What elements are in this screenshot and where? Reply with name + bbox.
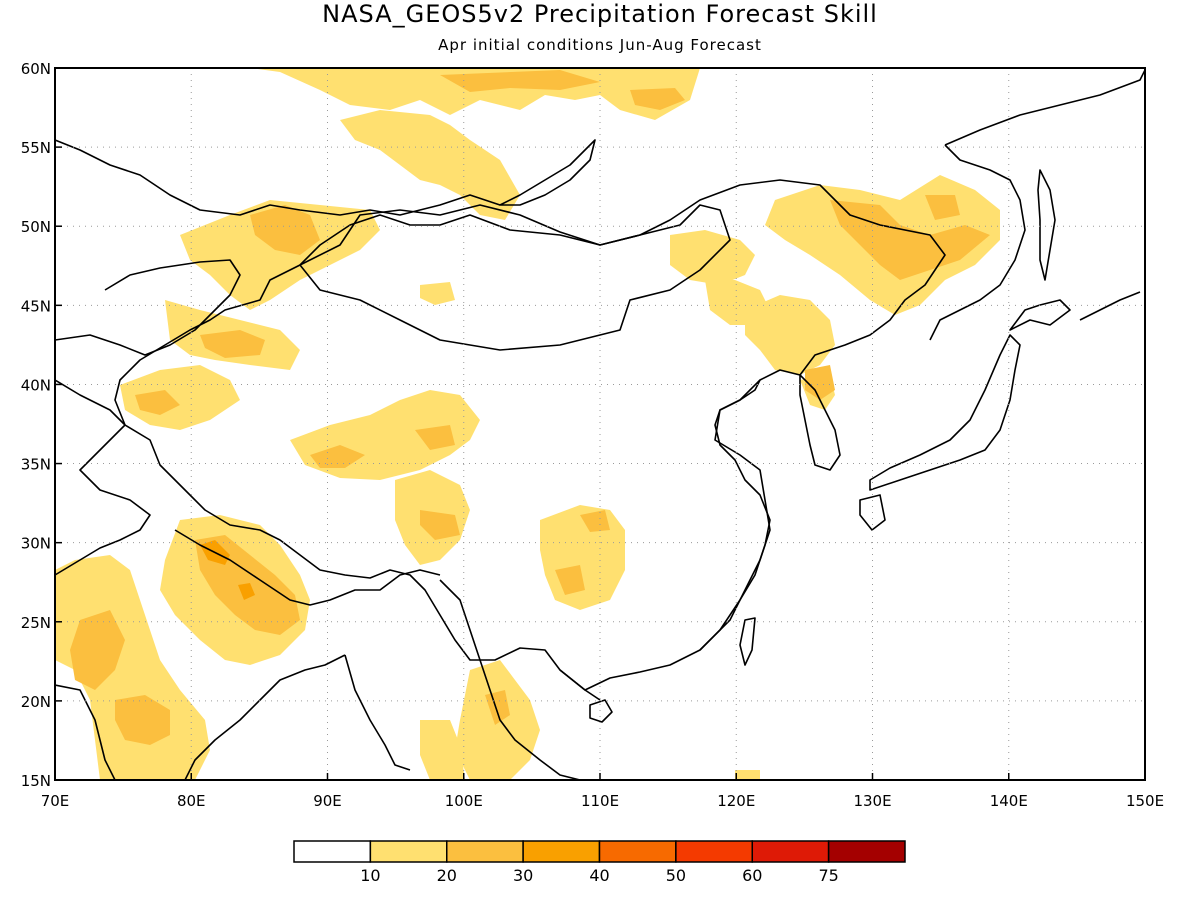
region-baikal-west: [340, 110, 520, 220]
russia-border: [55, 139, 501, 216]
x-tick-label: 70E: [41, 792, 70, 810]
region-tarim-core: [135, 390, 180, 415]
chart-title: NASA_GEOS5v2 Precipitation Forecast Skil…: [322, 0, 878, 28]
y-tick-label: 60N: [21, 60, 51, 78]
region-nepal-hot-b: [238, 583, 255, 600]
colorbar-label: 75: [818, 866, 838, 885]
y-tick-label: 55N: [21, 139, 51, 157]
lake-baikal: [499, 139, 596, 206]
japan-hokkaido: [1009, 299, 1071, 331]
region-liaoning: [745, 295, 835, 375]
colorbar-swatch: [751, 840, 830, 863]
y-tick-label: 30N: [21, 535, 51, 553]
plot-frame: [54, 67, 1146, 781]
region-tibet-core-b: [415, 425, 455, 450]
region-india-west: [55, 555, 210, 780]
colorbar-label: 10: [360, 866, 380, 885]
region-hainan: [735, 770, 760, 780]
colorbar-swatch: [446, 840, 524, 863]
x-tick-label: 120E: [717, 792, 755, 810]
mongolia-border: [299, 204, 731, 351]
caspian-border: [55, 259, 241, 356]
region-india-core-b: [115, 695, 170, 745]
x-tick-label: 100E: [445, 792, 483, 810]
china-east-coast: [699, 379, 771, 651]
colorbar-label: 50: [666, 866, 686, 885]
region-north-core: [440, 70, 600, 92]
taiwan-island: [739, 617, 756, 666]
colorbar-label: 60: [742, 866, 762, 885]
region-tarim: [120, 365, 240, 430]
japan-honshu: [869, 334, 1021, 491]
sakhalin-island: [1037, 169, 1056, 281]
colorbar-label: 20: [437, 866, 457, 885]
y-tick-label: 40N: [21, 376, 51, 394]
russia-far-east-coast: [929, 69, 1145, 341]
indochina-coast: [344, 579, 601, 780]
region-amur-core-b: [925, 195, 960, 220]
region-qinghai-core: [420, 510, 460, 540]
x-tick-label: 130E: [853, 792, 891, 810]
region-altai: [250, 205, 320, 255]
region-liaoning-core: [805, 365, 835, 400]
x-tick-label: 140E: [990, 792, 1028, 810]
coastlines-and-borders: [55, 69, 1145, 780]
india-nepal-border: [174, 529, 441, 606]
india-coast: [55, 654, 346, 780]
x-tick-label: 110E: [581, 792, 619, 810]
grid-lines: [55, 68, 1145, 780]
skill-shading: [55, 68, 1000, 780]
x-tick-label: 80E: [177, 792, 206, 810]
colorbar-swatch: [827, 840, 906, 863]
x-tick-label: 150E: [1126, 792, 1164, 810]
y-tick-label: 15N: [21, 772, 51, 790]
colorbar-legend: 10 20 30 40 50 60 75: [293, 840, 906, 885]
y-tick-label: 20N: [21, 693, 51, 711]
x-axis: 70E 80E 90E 100E 110E 120E 130E 140E 150E: [41, 773, 1164, 810]
region-india-core: [70, 610, 125, 690]
region-west-siberia: [180, 200, 380, 310]
region-east-mongolia: [705, 280, 770, 325]
region-north-strip: [115, 68, 700, 120]
korea-peninsula: [799, 374, 841, 471]
colorbar-swatch: [675, 840, 753, 863]
region-sichuan: [540, 505, 625, 610]
x-tick-label: 90E: [313, 792, 342, 810]
colorbar-swatch: [522, 840, 601, 863]
y-tick-label: 35N: [21, 456, 51, 474]
region-north-core-b: [630, 88, 685, 110]
colorbar-swatch: [293, 840, 372, 863]
colorbar-swatch: [369, 840, 448, 863]
colorbar-label: 40: [589, 866, 609, 885]
region-indochina-core: [485, 690, 510, 725]
y-tick-label: 25N: [21, 614, 51, 632]
hainan-island: [589, 699, 613, 723]
japan-kyushu: [859, 494, 886, 531]
region-tibet-core: [310, 445, 365, 468]
region-amur-core: [830, 200, 990, 280]
central-asia-border: [55, 379, 151, 576]
region-sichuan-core-b: [580, 510, 610, 532]
colorbar-label: 30: [513, 866, 533, 885]
region-sichuan-core: [555, 565, 585, 595]
kuril-chain: [1079, 291, 1141, 321]
region-kazakh-core: [200, 330, 265, 358]
y-tick-label: 45N: [21, 297, 51, 315]
chart-subtitle: Apr initial conditions Jun-Aug Forecast: [438, 36, 762, 54]
region-lake-balkhash: [420, 282, 455, 305]
y-axis: 15N 20N 25N 30N 35N 40N 45N 50N 55N 60N: [21, 60, 62, 790]
region-indochina-b: [420, 720, 465, 780]
y-tick-label: 50N: [21, 218, 51, 236]
colorbar-swatch: [598, 840, 677, 863]
